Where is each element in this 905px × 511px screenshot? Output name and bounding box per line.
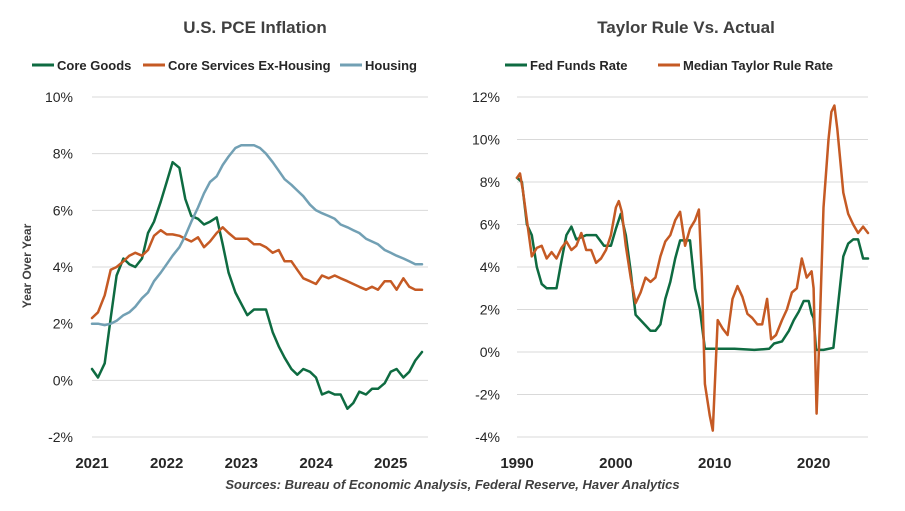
pce-inflation-chart: U.S. PCE Inflation Core Goods Core Servic… — [20, 18, 428, 472]
series-line-housing — [90, 143, 424, 327]
y-axis-ticks: -4% -2% 0% 2% 4% 6% 8% 10% 12% — [472, 89, 500, 445]
series-line-core-goods — [90, 160, 424, 410]
legend-label: Housing — [365, 58, 417, 73]
x-tick-label: 2021 — [75, 455, 108, 472]
x-axis-ticks: 1990 2000 2010 2020 — [500, 455, 830, 472]
chart-legend: Fed Funds Rate Median Taylor Rule Rate — [505, 58, 833, 73]
x-tick-label: 2022 — [150, 455, 183, 472]
chart-title: Taylor Rule Vs. Actual — [597, 18, 775, 37]
x-tick-label: 2000 — [599, 455, 632, 472]
y-axis-ticks: -2% 0% 2% 4% 6% 8% 10% — [45, 89, 73, 445]
x-tick-label: 2020 — [797, 455, 830, 472]
x-tick-label: 2010 — [698, 455, 731, 472]
y-axis-label: Year Over Year — [20, 223, 34, 308]
y-tick-label: 4% — [480, 259, 500, 275]
chart-title: U.S. PCE Inflation — [183, 18, 327, 37]
x-tick-label: 2023 — [225, 455, 258, 472]
y-tick-label: -2% — [475, 387, 500, 403]
y-tick-label: 2% — [480, 302, 500, 318]
y-tick-label: 8% — [53, 146, 73, 162]
y-tick-label: 4% — [53, 259, 73, 275]
series-lines — [515, 104, 870, 432]
y-tick-label: 0% — [53, 372, 73, 388]
y-tick-label: 10% — [45, 89, 73, 105]
y-tick-label: 0% — [480, 344, 500, 360]
y-tick-label: 2% — [53, 316, 73, 332]
source-note: Sources: Bureau of Economic Analysis, Fe… — [225, 477, 680, 492]
x-tick-label: 1990 — [500, 455, 533, 472]
legend-label: Core Goods — [57, 58, 131, 73]
chart-legend: Core Goods Core Services Ex-Housing Housin… — [32, 58, 417, 73]
y-tick-label: -4% — [475, 429, 500, 445]
y-tick-label: 10% — [472, 132, 500, 148]
y-tick-label: 6% — [53, 202, 73, 218]
taylor-rule-chart: Taylor Rule Vs. Actual Fed Funds Rate Med… — [472, 18, 870, 472]
series-line-median-taylor-rule-rate — [515, 104, 870, 432]
y-tick-label: 8% — [480, 174, 500, 190]
legend-label: Fed Funds Rate — [530, 58, 628, 73]
series-lines — [90, 143, 424, 410]
x-tick-label: 2024 — [299, 455, 333, 472]
x-axis-ticks: 2021 2022 2023 2024 2025 — [75, 455, 407, 472]
legend-label: Core Services Ex-Housing — [168, 58, 331, 73]
series-line-core-services-ex-housing — [90, 226, 424, 320]
y-tick-label: 12% — [472, 89, 500, 105]
y-tick-label: -2% — [48, 429, 73, 445]
x-tick-label: 2025 — [374, 455, 407, 472]
grid-lines — [92, 96, 428, 438]
legend-label: Median Taylor Rule Rate — [683, 58, 833, 73]
y-tick-label: 6% — [480, 217, 500, 233]
